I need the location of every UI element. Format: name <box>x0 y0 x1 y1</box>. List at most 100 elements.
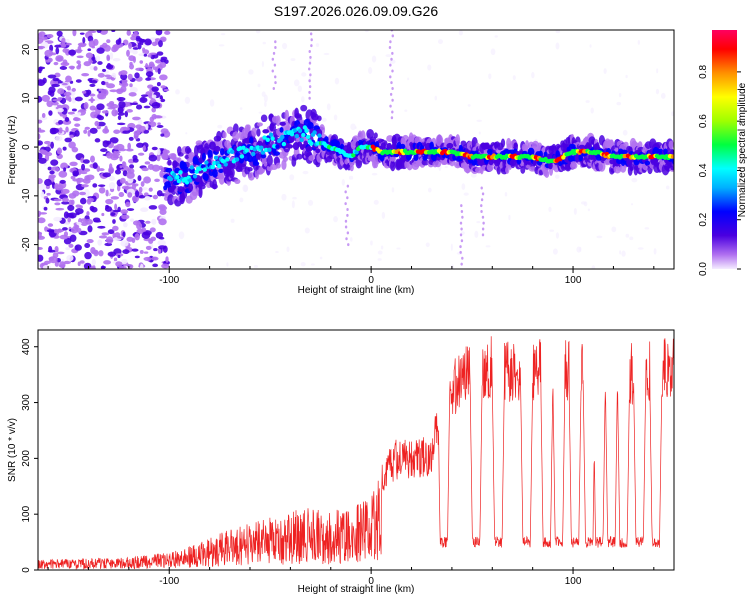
ridge-core <box>165 167 173 173</box>
noise-blob <box>129 61 133 66</box>
noise-blob <box>74 123 81 127</box>
faint-speckle <box>373 199 379 205</box>
faint-speckle <box>591 265 596 269</box>
faint-speckle <box>644 227 650 230</box>
faint-streak <box>310 38 313 42</box>
faint-speckle <box>629 236 634 241</box>
noise-blob <box>58 170 68 178</box>
faint-speckle <box>275 251 279 254</box>
ridge-halo <box>373 132 378 139</box>
faint-streak <box>481 233 485 237</box>
ridge-peak <box>239 154 245 159</box>
faint-speckle <box>427 187 432 193</box>
noise-blob <box>138 186 143 193</box>
ridge-peak <box>302 125 308 130</box>
noise-blob <box>71 215 75 219</box>
noise-blob <box>46 192 51 196</box>
ridge-core <box>305 146 313 152</box>
faint-speckle <box>230 218 235 223</box>
ridge-peak <box>234 157 240 162</box>
ridge-halo <box>198 187 203 199</box>
ridge-peak <box>191 169 196 174</box>
faint-streak <box>459 250 462 254</box>
y-tick-label: 10 <box>21 92 32 104</box>
snr-ylabel: SNR (10 * v/v) <box>7 418 18 482</box>
noise-blob <box>156 148 161 156</box>
faint-streak <box>346 231 350 235</box>
faint-speckle <box>371 172 378 176</box>
ridge-core <box>235 150 240 157</box>
faint-streak <box>309 73 312 77</box>
noise-blob <box>151 218 157 225</box>
noise-blob <box>112 219 116 224</box>
ridge-halo <box>390 160 396 172</box>
faint-streak <box>480 186 483 190</box>
noise-blob <box>81 163 86 171</box>
ridge-peak <box>204 160 209 165</box>
noise-blob <box>38 66 43 72</box>
faint-speckle <box>242 184 248 193</box>
faint-streak <box>389 40 392 44</box>
noise-blob <box>148 187 153 192</box>
noise-blob <box>126 109 133 113</box>
faint-speckle <box>555 30 561 34</box>
faint-streak <box>390 116 394 120</box>
noise-blob <box>98 187 106 194</box>
ridge-core <box>386 142 393 151</box>
noise-blob <box>129 102 139 106</box>
noise-blob <box>70 175 76 180</box>
noise-blob <box>48 245 53 253</box>
noise-blob <box>127 192 133 198</box>
noise-blob <box>74 244 82 251</box>
noise-blob <box>141 187 148 191</box>
noise-blob <box>47 74 57 79</box>
noise-blob <box>132 49 138 55</box>
faint-speckle <box>512 75 516 81</box>
noise-blob <box>126 171 135 179</box>
ridge-core <box>548 161 553 170</box>
noise-blob <box>54 228 58 234</box>
ridge-peak <box>223 162 228 167</box>
noise-blob <box>66 254 74 262</box>
noise-blob <box>115 39 122 45</box>
faint-streak <box>272 87 275 91</box>
noise-blob <box>88 40 96 48</box>
ridge-halo <box>275 162 281 169</box>
noise-blob <box>143 192 149 196</box>
noise-blob <box>92 183 98 188</box>
ridge-peak <box>301 132 306 138</box>
noise-blob <box>136 142 144 148</box>
faint-speckle <box>458 30 463 36</box>
noise-blob <box>145 77 152 81</box>
noise-blob <box>141 227 147 233</box>
faint-streak <box>346 213 349 217</box>
faint-streak <box>460 204 463 208</box>
faint-speckle <box>427 64 432 71</box>
faint-streak <box>481 215 485 219</box>
noise-blob <box>84 126 91 130</box>
noise-blob <box>106 140 112 145</box>
ridge-peak <box>178 170 183 175</box>
noise-blob <box>157 68 161 75</box>
noise-blob <box>62 227 68 231</box>
noise-blob <box>153 115 162 119</box>
noise-blob <box>105 189 109 197</box>
colorbar-tick-label: 0.8 <box>698 64 709 78</box>
faint-speckle <box>380 245 384 250</box>
faint-speckle <box>549 229 555 232</box>
noise-blob <box>133 183 139 187</box>
faint-streak <box>389 104 392 108</box>
noise-blob <box>38 129 46 133</box>
noise-blob <box>123 222 128 228</box>
noise-blob <box>97 61 103 65</box>
ridge-core <box>488 159 494 166</box>
ridge-halo <box>161 152 169 161</box>
ridge-halo <box>282 156 288 162</box>
faint-speckle <box>341 179 345 186</box>
noise-blob <box>158 40 163 48</box>
noise-blob <box>63 237 72 245</box>
noise-blob <box>61 201 70 205</box>
faint-speckle <box>631 203 634 206</box>
noise-blob <box>46 229 56 233</box>
